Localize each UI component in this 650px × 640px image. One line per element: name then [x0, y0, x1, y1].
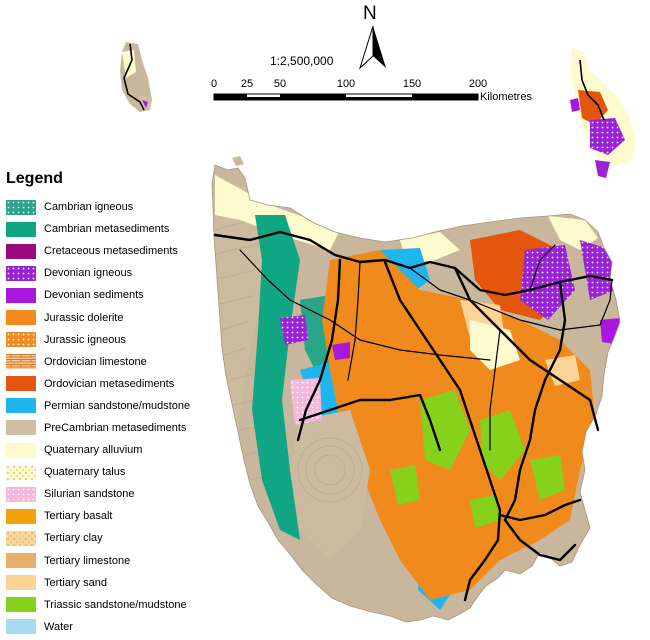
legend-label: Triassic sandstone/mudstone: [44, 598, 187, 611]
legend-label: Quaternary talus: [44, 466, 126, 479]
legend-swatch: [6, 486, 36, 502]
legend-swatch: [6, 376, 36, 392]
north-label: N: [363, 3, 377, 24]
legend-item: Tertiary limestone: [6, 550, 236, 572]
legend-label: Cambrian metasediments: [44, 223, 170, 236]
legend-swatch: [6, 420, 36, 436]
legend-item: Ordovician metasediments: [6, 373, 236, 395]
legend-swatch: [6, 332, 36, 348]
legend-label: PreCambrian metasediments: [44, 421, 187, 434]
scale-ratio: 1:2,500,000: [270, 54, 334, 68]
scale-bar-segment: [247, 97, 280, 100]
king-island: [120, 42, 152, 112]
legend-swatch: [6, 354, 36, 370]
legend-swatch: [6, 265, 36, 281]
scale-bar: [213, 93, 479, 101]
legend-label: Water: [44, 620, 73, 633]
legend-item: Cretaceous metasediments: [6, 240, 236, 262]
scale-bar-segment: [346, 97, 412, 100]
scale-tick-label: 50: [273, 78, 287, 90]
legend-item: Cambrian metasediments: [6, 218, 236, 240]
legend-label: Devonian igneous: [44, 267, 133, 280]
legend-label: Tertiary basalt: [44, 510, 113, 523]
legend-item: Devonian sediments: [6, 284, 236, 306]
legend-swatch: [6, 199, 36, 215]
small-island: [232, 156, 244, 166]
legend-label: Cambrian igneous: [44, 201, 134, 214]
legend-item: Tertiary sand: [6, 572, 236, 594]
scale-bar-segment: [214, 94, 247, 100]
legend-swatch: [6, 619, 36, 635]
scale-units: Kilometres: [480, 91, 532, 103]
scale-bar-segment: [280, 94, 346, 100]
legend-item: Ordovician limestone: [6, 351, 236, 373]
legend-swatch: [6, 575, 36, 591]
legend-label: Devonian sediments: [44, 289, 144, 302]
flinders-island: [570, 48, 636, 178]
legend-label: Ordovician metasediments: [44, 377, 175, 390]
legend-item: Tertiary clay: [6, 527, 236, 549]
legend-items: Cambrian igneous Cambrian metasediments Cr…: [6, 196, 236, 638]
scale-tick-label: 200: [468, 78, 488, 90]
legend-item: PreCambrian metasediments: [6, 417, 236, 439]
legend-item: Triassic sandstone/mudstone: [6, 594, 236, 616]
legend-label: Jurassic dolerite: [44, 311, 124, 324]
legend-label: Jurassic igneous: [44, 333, 126, 346]
legend-label: Tertiary clay: [44, 532, 103, 545]
legend-item: Quaternary talus: [6, 461, 236, 483]
legend-label: Tertiary limestone: [44, 554, 131, 567]
legend-swatch: [6, 508, 36, 524]
legend-item: Permian sandstone/mudstone: [6, 395, 236, 417]
legend-item: Water: [6, 616, 236, 638]
legend-item: Cambrian igneous: [6, 196, 236, 218]
north-arrow-icon: [358, 25, 386, 70]
legend-swatch: [6, 310, 36, 326]
legend-swatch: [6, 597, 36, 613]
legend-swatch: [6, 530, 36, 546]
legend-item: Jurassic igneous: [6, 329, 236, 351]
legend-label: Permian sandstone/mudstone: [44, 399, 191, 412]
legend-swatch: [6, 553, 36, 569]
legend-item: Silurian sandstone: [6, 483, 236, 505]
scale-tick-label: 150: [402, 78, 422, 90]
scale-tick-label: 100: [336, 78, 356, 90]
legend-label: Quaternary alluvium: [44, 444, 143, 457]
legend-label: Cretaceous metasediments: [44, 245, 178, 258]
legend-swatch: [6, 243, 36, 259]
legend-label: Silurian sandstone: [44, 488, 135, 501]
legend-label: Tertiary sand: [44, 576, 107, 589]
scale-tick-label: 0: [210, 78, 218, 90]
legend-swatch: [6, 398, 36, 414]
coastline: [211, 164, 621, 623]
legend-item: Tertiary basalt: [6, 505, 236, 527]
legend-swatch: [6, 464, 36, 480]
scale-bar-segment: [412, 94, 478, 100]
legend-swatch: [6, 287, 36, 303]
legend-label: Ordovician limestone: [44, 355, 147, 368]
legend-item: Quaternary alluvium: [6, 439, 236, 461]
map-legend: Legend Cambrian igneous Cambrian metasedi…: [6, 170, 236, 638]
road-network: [213, 230, 614, 602]
legend-item: Devonian igneous: [6, 262, 236, 284]
scale-tick-label: 25: [240, 78, 254, 90]
legend-swatch: [6, 221, 36, 237]
legend-title: Legend: [6, 170, 63, 187]
legend-swatch: [6, 442, 36, 458]
legend-item: Jurassic dolerite: [6, 306, 236, 328]
